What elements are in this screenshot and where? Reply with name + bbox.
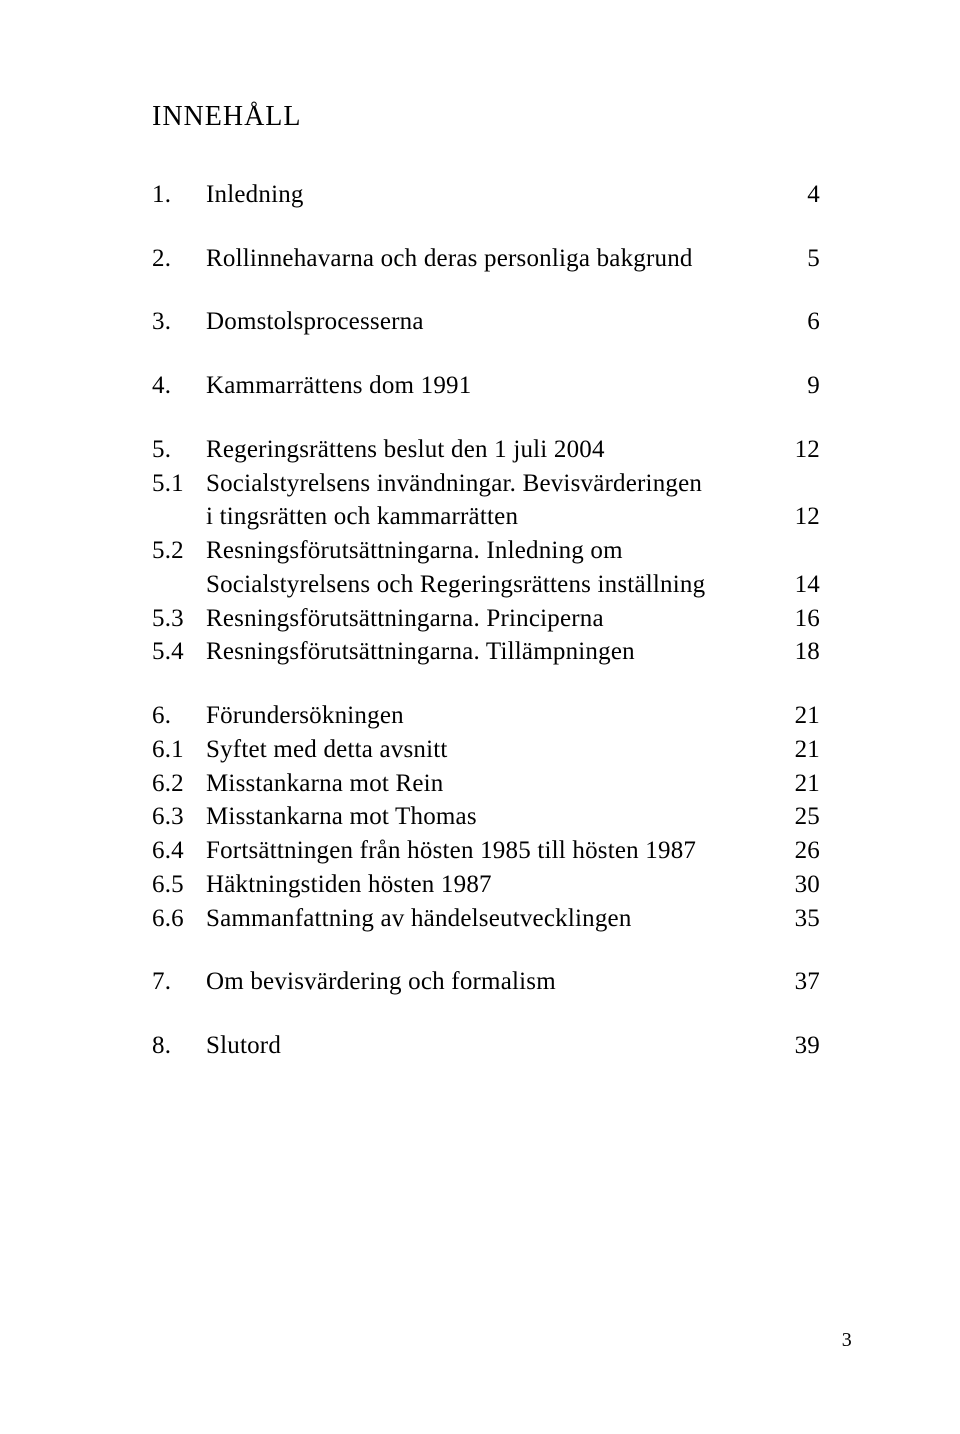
- toc-subentry-continuation: i tingsrätten och kammarrätten 12: [152, 500, 820, 534]
- toc-subentry: 5.4 Resningsförutsättningarna. Tillämpni…: [152, 635, 820, 669]
- toc-entry: 1. Inledning 4: [152, 178, 820, 212]
- toc-page: 26: [780, 834, 820, 868]
- toc-label: Resningsförutsättningarna. Tillämpningen: [206, 635, 780, 669]
- toc-number: 6.1: [152, 733, 206, 767]
- toc-label: Regeringsrättens beslut den 1 juli 2004: [206, 433, 780, 467]
- toc-group: 7. Om bevisvärdering och formalism 37: [152, 965, 820, 999]
- toc-page: 5: [780, 242, 820, 276]
- toc-label: Resningsförutsättningarna. Principerna: [206, 602, 780, 636]
- toc-number: 6.3: [152, 800, 206, 834]
- page-number: 3: [842, 1327, 852, 1354]
- toc-page: 30: [780, 868, 820, 902]
- toc-label: Misstankarna mot Rein: [206, 767, 780, 801]
- toc-page: 4: [780, 178, 820, 212]
- toc-heading: INNEHÅLL: [152, 98, 820, 136]
- toc-label: Rollinnehavarna och deras personliga bak…: [206, 242, 780, 276]
- toc-number: 6.4: [152, 834, 206, 868]
- toc-group: 5. Regeringsrättens beslut den 1 juli 20…: [152, 433, 820, 669]
- toc-group: 8. Slutord 39: [152, 1029, 820, 1063]
- toc-entry: 7. Om bevisvärdering och formalism 37: [152, 965, 820, 999]
- toc-entry: 2. Rollinnehavarna och deras personliga …: [152, 242, 820, 276]
- toc-number: 5.3: [152, 602, 206, 636]
- toc-page: 35: [780, 902, 820, 936]
- toc-number: 6.2: [152, 767, 206, 801]
- toc-page: 18: [780, 635, 820, 669]
- toc-page: 39: [780, 1029, 820, 1063]
- toc-number: 5.4: [152, 635, 206, 669]
- toc-subentry: 6.1 Syftet med detta avsnitt 21: [152, 733, 820, 767]
- toc-page: 37: [780, 965, 820, 999]
- toc-number: 7.: [152, 965, 206, 999]
- toc-group: 3. Domstolsprocesserna 6: [152, 305, 820, 339]
- toc-page: 14: [780, 568, 820, 602]
- toc-number: 4.: [152, 369, 206, 403]
- toc-group: 6. Förundersökningen 21 6.1 Syftet med d…: [152, 699, 820, 935]
- toc-page: 9: [780, 369, 820, 403]
- toc-number: 6.6: [152, 902, 206, 936]
- toc-label: Inledning: [206, 178, 780, 212]
- toc-number: 5.: [152, 433, 206, 467]
- toc-group: 1. Inledning 4: [152, 178, 820, 212]
- toc-label: Domstolsprocesserna: [206, 305, 780, 339]
- toc-subentry-continuation: Socialstyrelsens och Regeringsrättens in…: [152, 568, 820, 602]
- toc-entry: 4. Kammarrättens dom 1991 9: [152, 369, 820, 403]
- toc-subentry: 6.4 Fortsättningen från hösten 1985 till…: [152, 834, 820, 868]
- toc-entry: 8. Slutord 39: [152, 1029, 820, 1063]
- toc-number: 1.: [152, 178, 206, 212]
- page: INNEHÅLL 1. Inledning 4 2. Rollinnehavar…: [0, 0, 960, 1434]
- toc-page: 12: [780, 500, 820, 534]
- toc-label: i tingsrätten och kammarrätten: [206, 500, 780, 534]
- toc-label: Resningsförutsättningarna. Inledning om: [206, 534, 780, 568]
- toc-page: 21: [780, 733, 820, 767]
- toc-number: 6.: [152, 699, 206, 733]
- toc-subentry: 5.3 Resningsförutsättningarna. Principer…: [152, 602, 820, 636]
- toc-page: 21: [780, 699, 820, 733]
- toc-number: 2.: [152, 242, 206, 276]
- toc-label: Slutord: [206, 1029, 780, 1063]
- toc-label: Förundersökningen: [206, 699, 780, 733]
- toc-page: 21: [780, 767, 820, 801]
- toc-subentry: 5.1 Socialstyrelsens invändningar. Bevis…: [152, 467, 820, 501]
- toc-subentry: 6.2 Misstankarna mot Rein 21: [152, 767, 820, 801]
- toc-label: Sammanfattning av händelseutvecklingen: [206, 902, 780, 936]
- toc-number: 3.: [152, 305, 206, 339]
- toc-label: Kammarrättens dom 1991: [206, 369, 780, 403]
- toc-number: 6.5: [152, 868, 206, 902]
- toc-label: Om bevisvärdering och formalism: [206, 965, 780, 999]
- toc-entry: 5. Regeringsrättens beslut den 1 juli 20…: [152, 433, 820, 467]
- toc-entry: 6. Förundersökningen 21: [152, 699, 820, 733]
- toc-subentry: 5.2 Resningsförutsättningarna. Inledning…: [152, 534, 820, 568]
- toc-subentry: 6.3 Misstankarna mot Thomas 25: [152, 800, 820, 834]
- toc-entry: 3. Domstolsprocesserna 6: [152, 305, 820, 339]
- toc-group: 4. Kammarrättens dom 1991 9: [152, 369, 820, 403]
- toc-label: Misstankarna mot Thomas: [206, 800, 780, 834]
- toc-page: 6: [780, 305, 820, 339]
- toc-page: 12: [780, 433, 820, 467]
- toc-label: Fortsättningen från hösten 1985 till hös…: [206, 834, 780, 868]
- toc-subentry: 6.6 Sammanfattning av händelseutveckling…: [152, 902, 820, 936]
- toc-label: Socialstyrelsens och Regeringsrättens in…: [206, 568, 780, 602]
- toc-page: 25: [780, 800, 820, 834]
- toc-label: Syftet med detta avsnitt: [206, 733, 780, 767]
- toc-number: 5.2: [152, 534, 206, 568]
- toc-group: 2. Rollinnehavarna och deras personliga …: [152, 242, 820, 276]
- toc-label: Socialstyrelsens invändningar. Bevisvärd…: [206, 467, 780, 501]
- toc-page: 16: [780, 602, 820, 636]
- toc-number: 8.: [152, 1029, 206, 1063]
- toc-subentry: 6.5 Häktningstiden hösten 1987 30: [152, 868, 820, 902]
- toc-number: 5.1: [152, 467, 206, 501]
- toc-label: Häktningstiden hösten 1987: [206, 868, 780, 902]
